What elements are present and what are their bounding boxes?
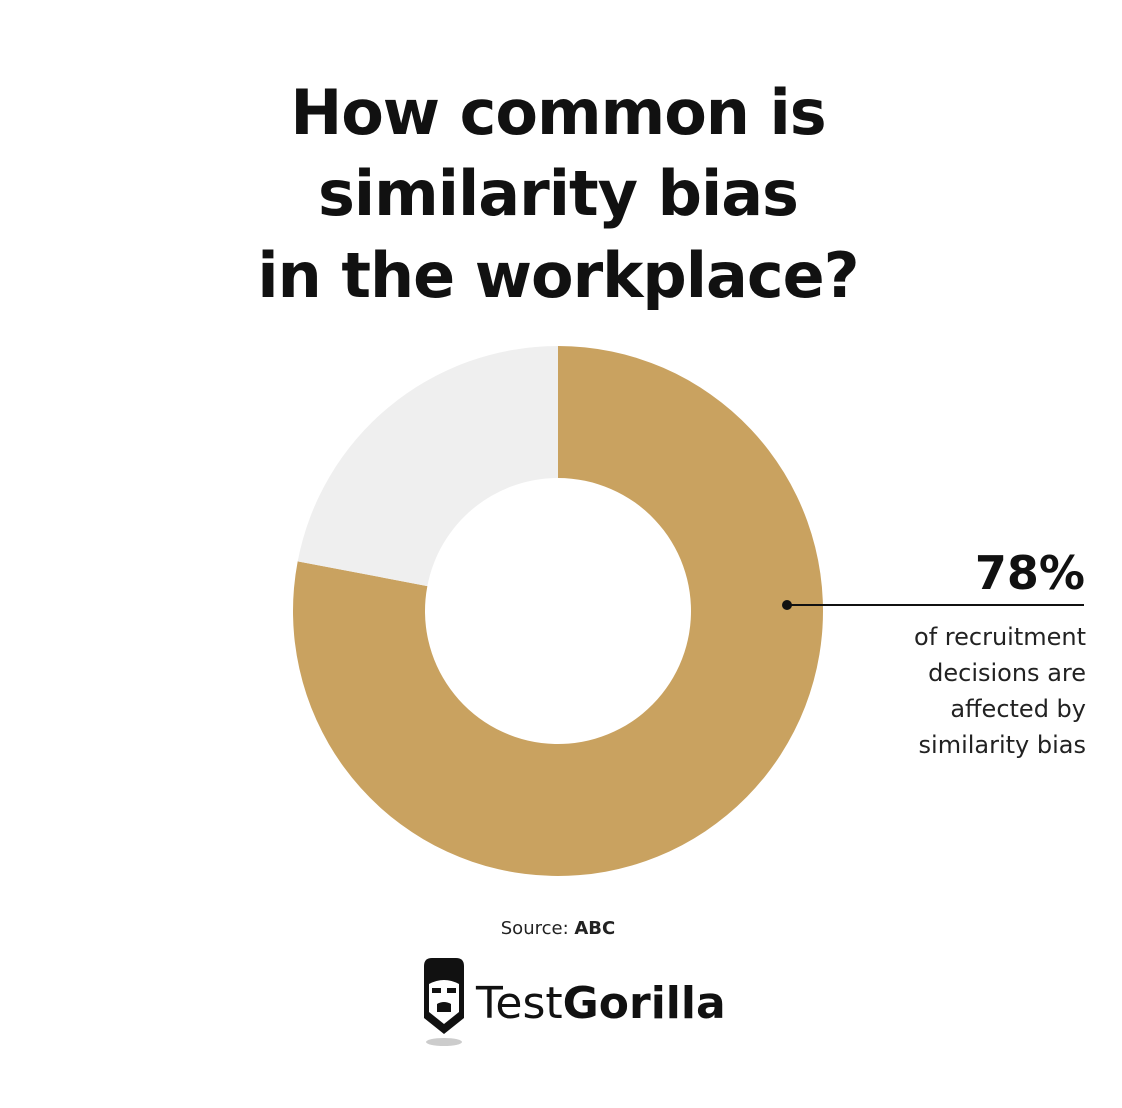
source: Source: ABC bbox=[501, 918, 616, 939]
logo-part: Test bbox=[475, 978, 563, 1029]
logo-icon bbox=[424, 958, 464, 1046]
title-line: in the workplace? bbox=[257, 239, 858, 312]
title-line: similarity bias bbox=[318, 157, 798, 230]
logo-part: Gorilla bbox=[563, 978, 726, 1029]
value-label: 78% bbox=[975, 546, 1085, 600]
logo-text: TestGorilla bbox=[475, 978, 726, 1029]
annotation-line: affected by bbox=[950, 695, 1086, 723]
annotation-line: decisions are bbox=[928, 659, 1086, 687]
donut-segment bbox=[293, 346, 824, 876]
annotation-line: similarity bias bbox=[919, 731, 1086, 759]
source-label: Source: bbox=[501, 918, 569, 939]
donut bbox=[293, 346, 824, 876]
source-name: ABC bbox=[574, 918, 615, 939]
donut-segment bbox=[297, 346, 558, 587]
title-line: How common is bbox=[290, 76, 825, 149]
annotation-line: of recruitment bbox=[914, 623, 1086, 651]
